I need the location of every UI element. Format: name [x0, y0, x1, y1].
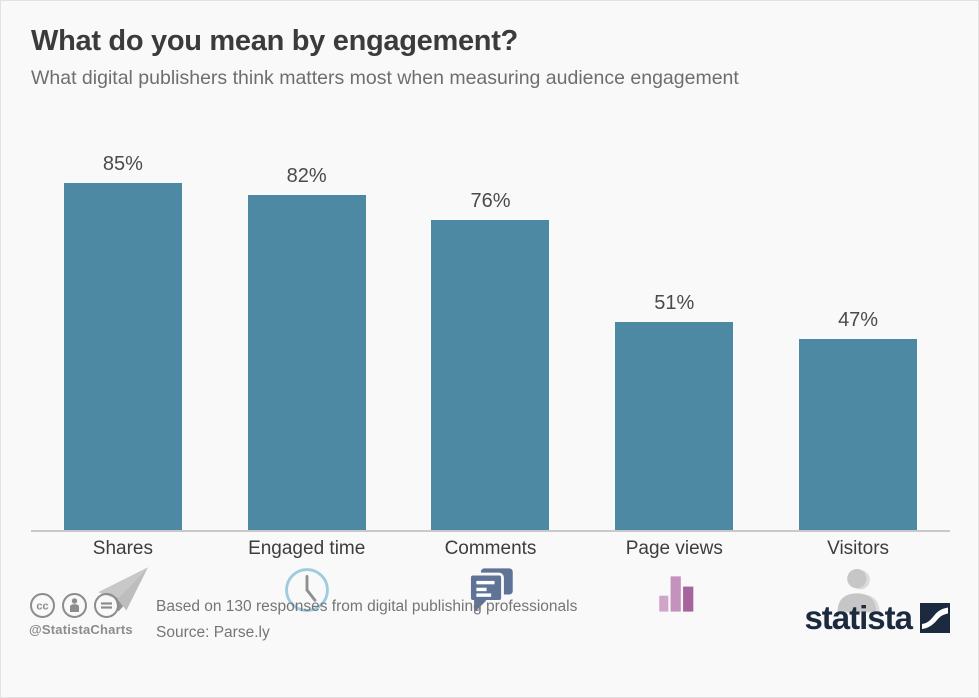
equals-icon — [94, 593, 119, 618]
category-icons — [31, 565, 950, 615]
category-label-page-views: Page views — [625, 538, 723, 559]
source-note: Based on 130 responses from digital publ… — [156, 594, 577, 646]
statista-swoosh-icon — [920, 603, 950, 633]
chart-header: What do you mean by engagement? What dig… — [31, 25, 739, 90]
bar-column-page-views: 51% — [582, 151, 766, 531]
cc-icon: cc — [30, 593, 55, 618]
bar-engaged-time — [247, 195, 366, 531]
attribution-person-icon — [62, 593, 87, 618]
bar-column-engaged-time: 82% — [215, 151, 399, 531]
bar-value-label: 82% — [286, 165, 327, 187]
statista-logo[interactable]: statista — [804, 599, 950, 637]
clock-icon — [284, 568, 329, 612]
category-label-shares: Shares — [92, 538, 153, 559]
person-icon — [837, 568, 880, 613]
bar-page-views — [615, 322, 734, 531]
bar-shares — [63, 183, 182, 531]
footer: cc @StatistaCharts Based on 130 response… — [1, 593, 978, 697]
bar-value-label: 51% — [654, 292, 695, 314]
bar-column-visitors: 47% — [766, 151, 950, 531]
responses-note: Based on 130 responses from digital publ… — [156, 598, 578, 615]
category-labels: Shares Engaged time Comments Page views … — [31, 538, 950, 560]
bar-chart: 85% 82% 76% 51% 47% — [31, 151, 950, 531]
page-subtitle: What digital publishers think matters mo… — [31, 67, 739, 89]
bar-column-comments: 76% — [399, 151, 583, 531]
bar-column-shares: 85% — [31, 151, 215, 531]
license-block: cc @StatistaCharts — [29, 592, 133, 637]
statista-wordmark: statista — [804, 599, 913, 636]
bar-value-label: 76% — [470, 190, 511, 212]
cc-license-badges[interactable]: cc — [29, 592, 133, 619]
svg-text:cc: cc — [36, 601, 48, 613]
statista-charts-handle[interactable]: @StatistaCharts — [29, 622, 133, 637]
category-label-visitors: Visitors — [827, 538, 890, 559]
x-axis-line — [31, 530, 950, 532]
speech-bubbles-icon — [468, 568, 514, 613]
category-label-comments: Comments — [444, 538, 537, 559]
bar-comments — [431, 220, 550, 531]
bar-visitors — [799, 339, 918, 531]
category-label-engaged-time: Engaged time — [248, 538, 366, 559]
page-title: What do you mean by engagement? — [31, 25, 518, 57]
bar-value-label: 85% — [102, 153, 143, 175]
mini-bar-chart-icon — [659, 576, 694, 612]
source-line: Source: Parse.ly — [156, 624, 270, 641]
bar-value-label: 47% — [838, 309, 879, 331]
